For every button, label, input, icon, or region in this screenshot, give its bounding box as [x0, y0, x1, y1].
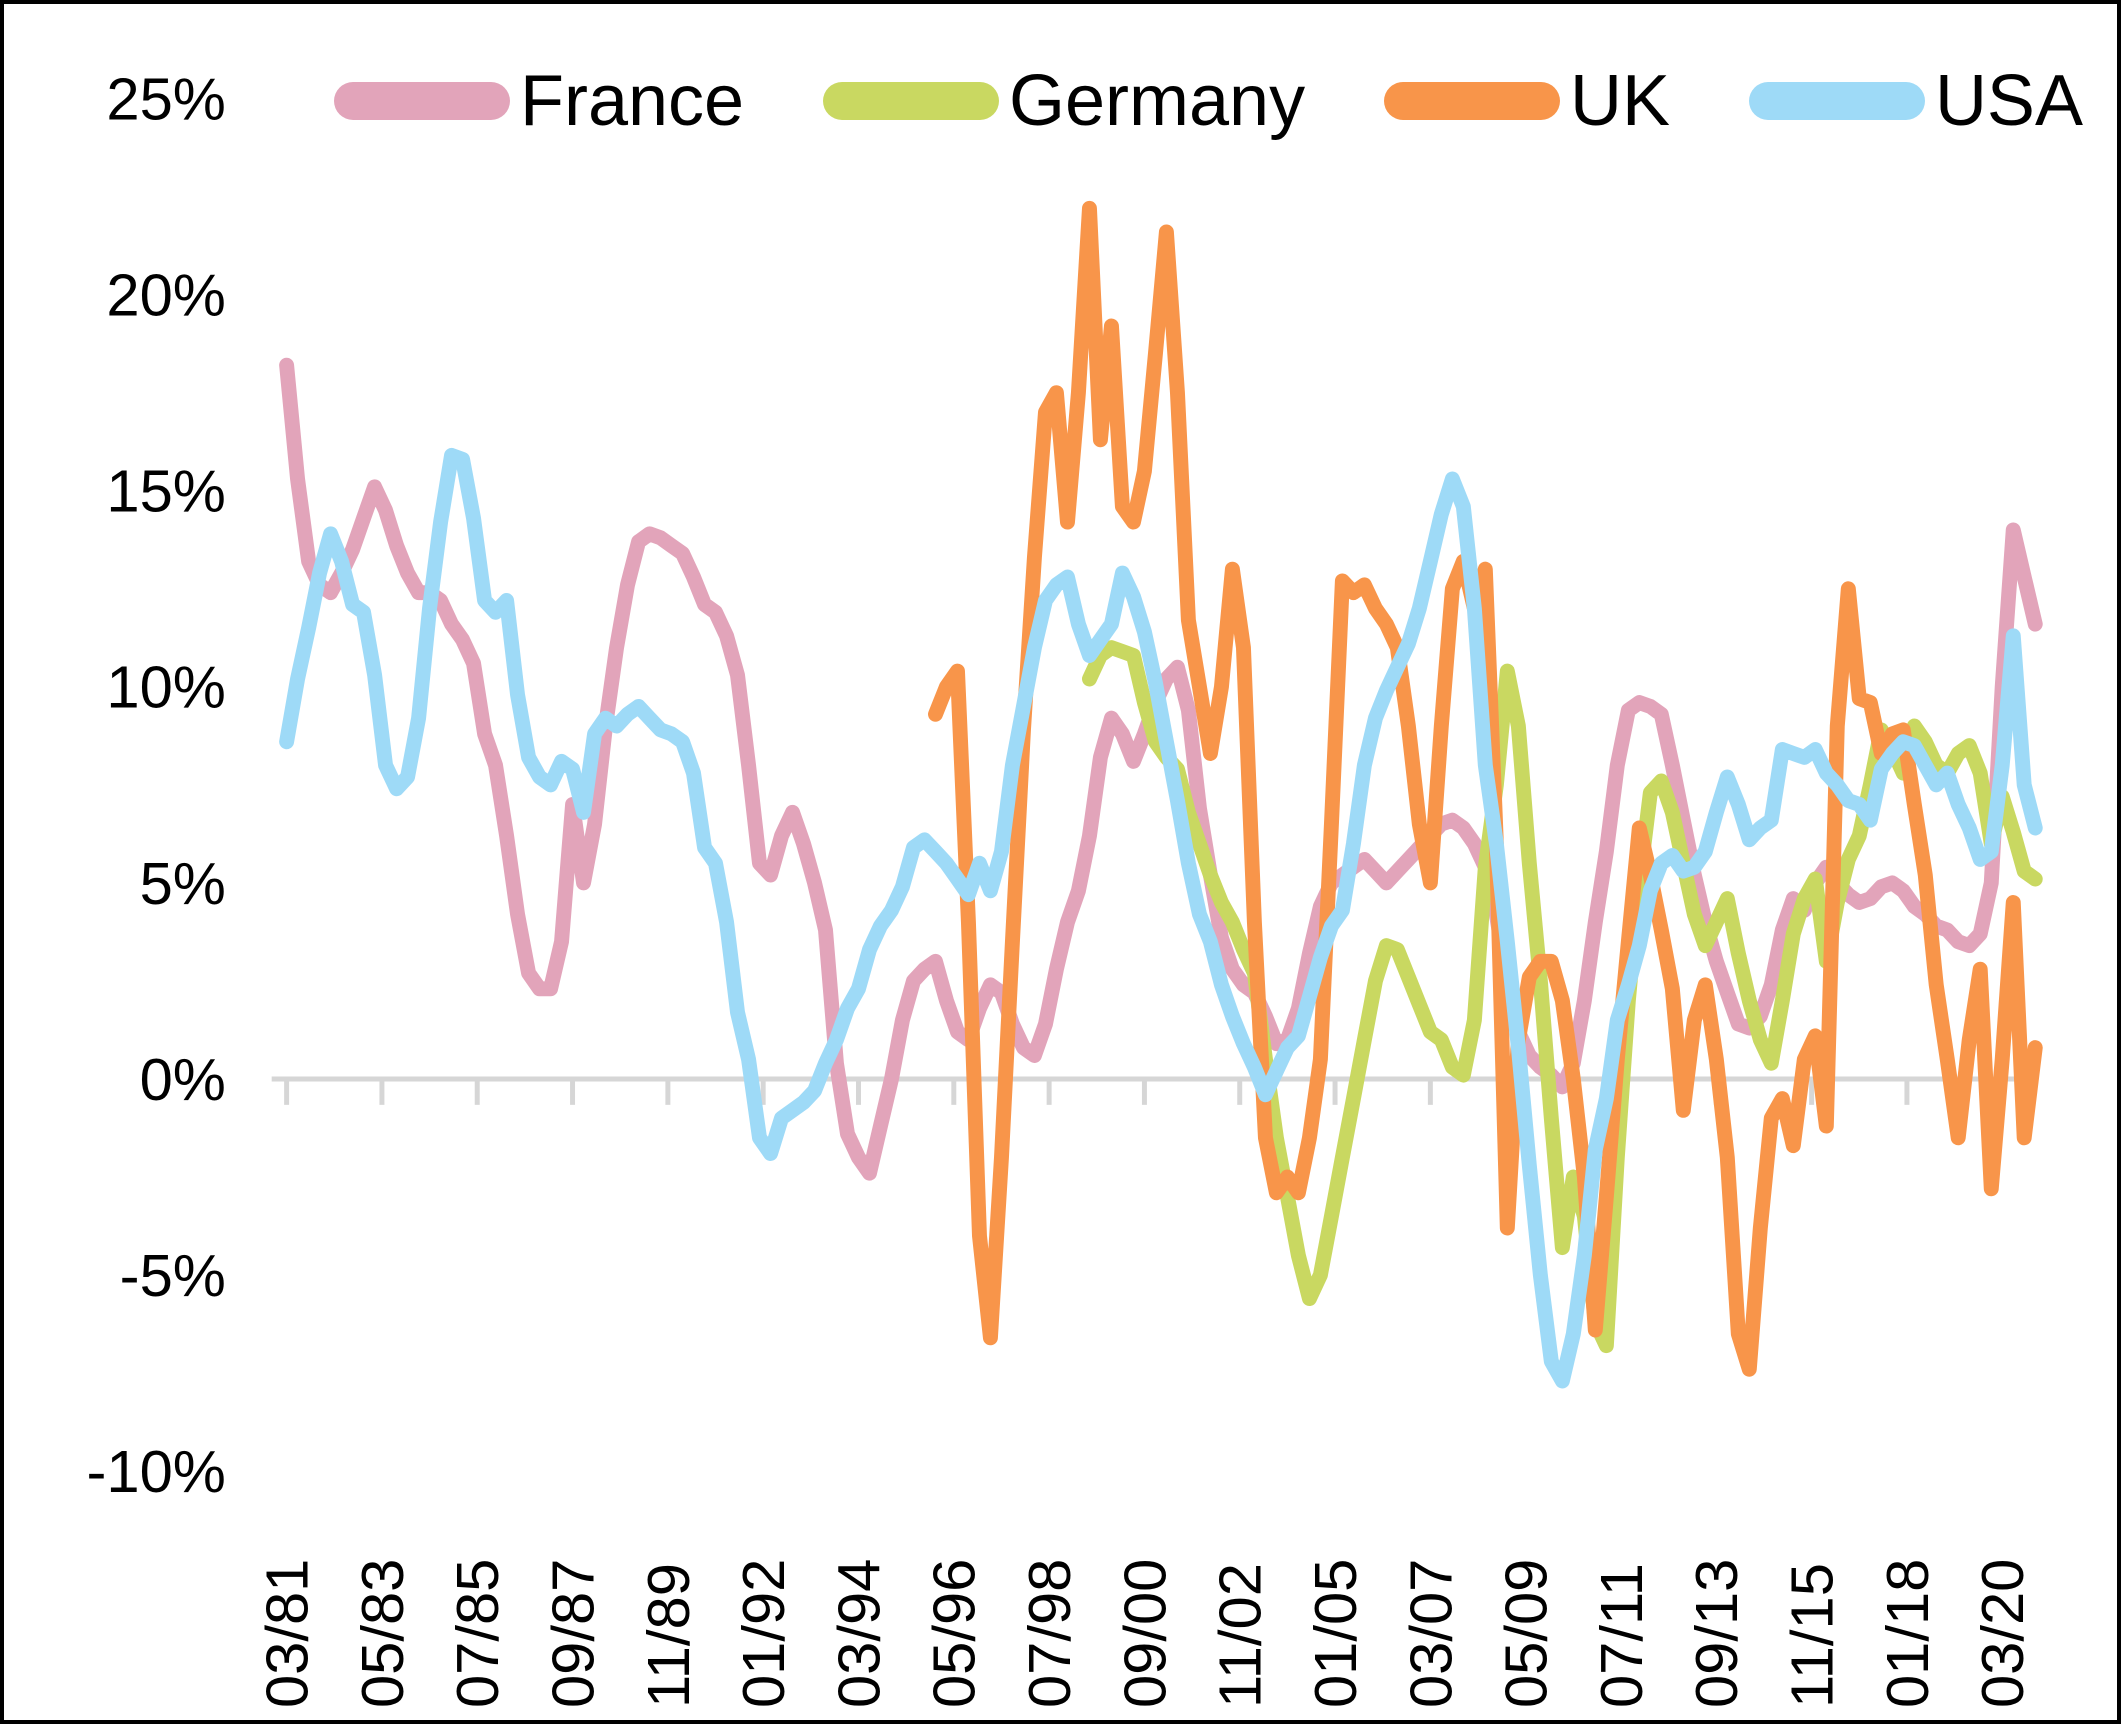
x-axis-label: 03/07 [1397, 1559, 1464, 1708]
svg-text:01/18: 01/18 [1874, 1559, 1941, 1708]
x-axis-label: 01/05 [1302, 1559, 1369, 1708]
series-line-usa [279, 447, 2043, 1389]
svg-text:03/94: 03/94 [825, 1559, 892, 1708]
svg-text:01/92: 01/92 [730, 1559, 797, 1708]
y-axis-label: -10% [86, 1438, 225, 1505]
svg-text:07/11: 07/11 [1588, 1563, 1655, 1708]
svg-text:03/20: 03/20 [1969, 1559, 2036, 1708]
x-axis-label: 05/96 [921, 1559, 988, 1708]
svg-text:11/89: 11/89 [635, 1563, 702, 1708]
x-axis-label: 05/09 [1493, 1559, 1560, 1708]
x-axis-label: 11/89 [635, 1563, 702, 1708]
x-axis-label: 07/98 [1016, 1559, 1083, 1708]
svg-text:11/15: 11/15 [1779, 1563, 1846, 1708]
svg-text:09/87: 09/87 [539, 1559, 606, 1708]
svg-text:03/07: 03/07 [1397, 1559, 1464, 1708]
svg-text:05/83: 05/83 [349, 1559, 416, 1708]
x-axis-label: 07/85 [444, 1559, 511, 1708]
y-axis-label: 25% [106, 65, 226, 132]
x-axis-label: 09/87 [539, 1559, 606, 1708]
svg-text:09/13: 09/13 [1683, 1559, 1750, 1708]
svg-text:03/81: 03/81 [254, 1559, 321, 1708]
x-axis-label: 11/15 [1779, 1563, 1846, 1708]
line-chart-canvas: 25% 20% 15% 10% 5% 0% -5% -10% 03/81 05/83 07/85 09… [86, 65, 2043, 1708]
x-axis-label: 03/94 [825, 1559, 892, 1708]
y-axis-label: 10% [106, 654, 226, 721]
x-axis-label: 09/13 [1683, 1559, 1750, 1708]
svg-text:07/85: 07/85 [444, 1559, 511, 1708]
y-axis-label: 20% [106, 262, 226, 329]
x-axis-label: 03/20 [1969, 1559, 2036, 1708]
svg-text:11/02: 11/02 [1207, 1563, 1274, 1708]
svg-text:07/98: 07/98 [1016, 1559, 1083, 1708]
y-axis-label: -5% [120, 1242, 226, 1309]
y-axis-label: 15% [106, 458, 226, 525]
x-axis-label: 05/83 [349, 1559, 416, 1708]
x-axis-label: 01/18 [1874, 1559, 1941, 1708]
y-axis-label: 5% [140, 850, 226, 917]
x-axis-label: 01/92 [730, 1559, 797, 1708]
svg-text:09/00: 09/00 [1111, 1559, 1178, 1708]
x-axis-label: 09/00 [1111, 1559, 1178, 1708]
svg-text:05/09: 05/09 [1493, 1559, 1560, 1708]
y-axis-label: 0% [140, 1046, 226, 1113]
x-axis-label: 03/81 [254, 1559, 321, 1708]
x-axis-label: 07/11 [1588, 1563, 1655, 1708]
svg-text:05/96: 05/96 [921, 1559, 988, 1708]
x-axis-label: 11/02 [1207, 1563, 1274, 1708]
series-line-uk [928, 200, 2043, 1377]
svg-text:01/05: 01/05 [1302, 1559, 1369, 1708]
